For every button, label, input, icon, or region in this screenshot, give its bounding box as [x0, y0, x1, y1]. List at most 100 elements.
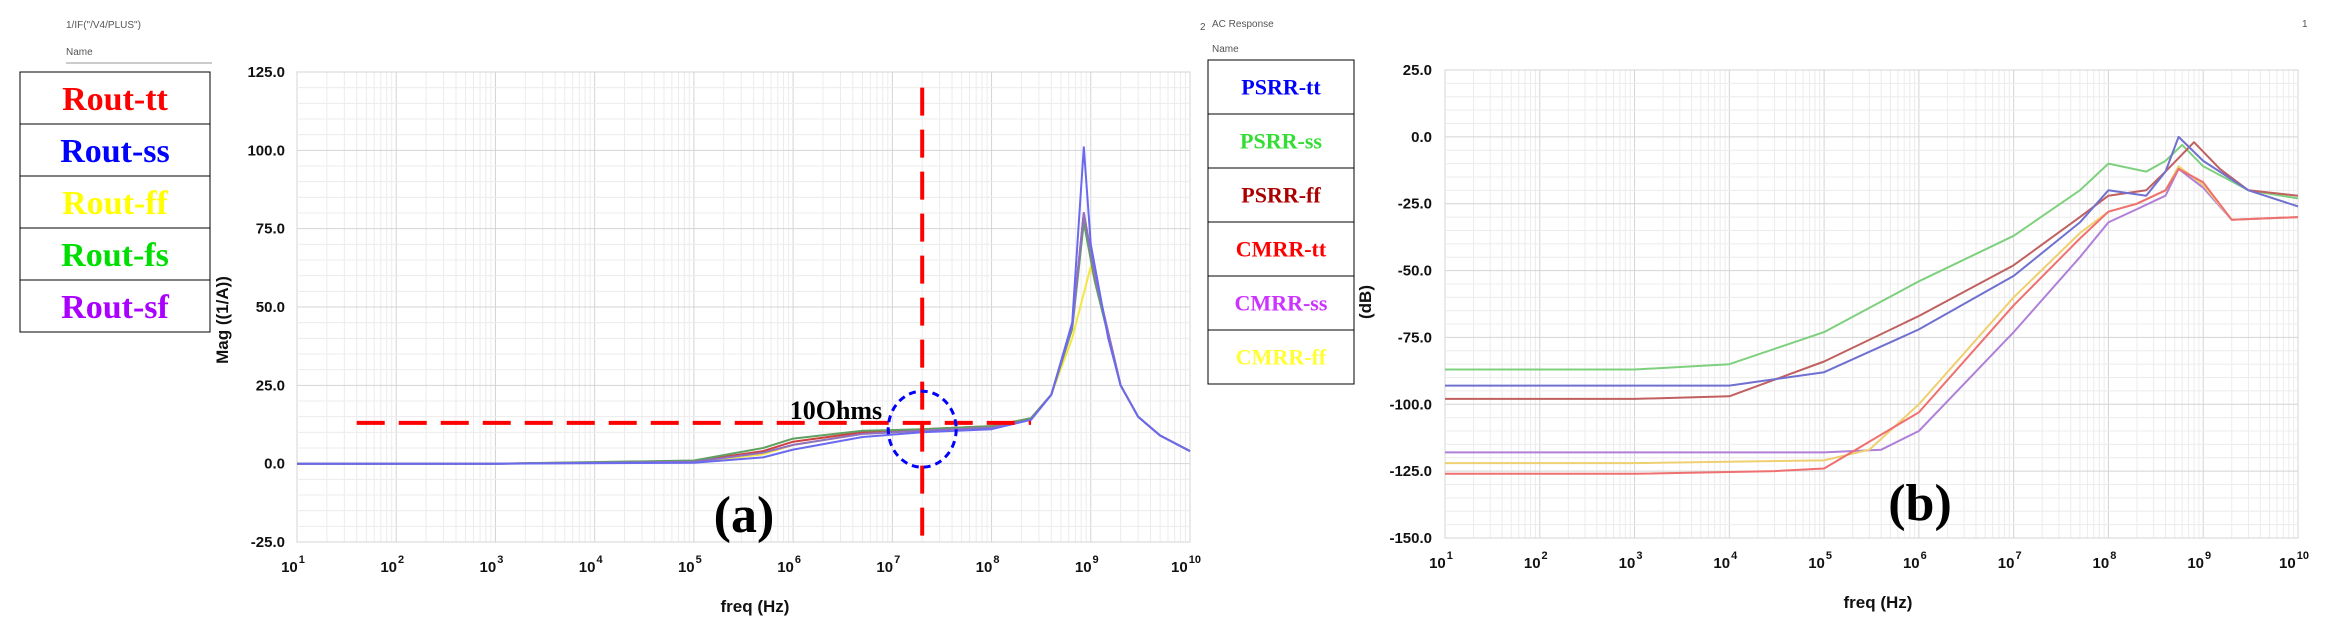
legend-box: [19, 123, 211, 177]
series-line-psrr-ss: [1445, 143, 2299, 371]
x-tick-exponent: 2: [1542, 550, 1548, 562]
legend-box: [19, 279, 211, 333]
y-tick-label: -125.0: [1389, 463, 1432, 480]
legend-label-psrr-tt: PSRR-tt: [1241, 75, 1321, 100]
chart-b-x-ticks: 101 102 103 104 105 106 107 108 109 1010: [1429, 550, 2309, 572]
x-tick-label: 105: [1808, 550, 1832, 572]
x-tick-exponent: 2: [398, 554, 404, 566]
chart-b-legend: PSRR-tt PSRR-ss PSRR-ff CMRR-tt CMRR-ss CMRR-…: [1207, 59, 1355, 385]
y-tick-label: 0.0: [1411, 129, 1432, 146]
chart-b-x-axis-label: freq (Hz): [1844, 593, 1913, 612]
chart-b-panel-label: (b): [1888, 475, 1952, 532]
chart-a-annotations: 10Ohms: [356, 87, 1032, 542]
legend-box: [19, 175, 211, 229]
chart-a-x-ticks: 101 102 103 104 105 106 107 108 109 1010: [281, 554, 1201, 576]
x-tick-label: 102: [1524, 550, 1548, 572]
x-tick-exponent: 1: [299, 554, 305, 566]
legend-box: [1207, 113, 1355, 169]
x-tick-label: 103: [1619, 550, 1643, 572]
legend-label-cmrr-ff: CMRR-ff: [1236, 345, 1327, 370]
x-tick-exponent: 8: [2110, 550, 2116, 562]
x-tick-label: 107: [876, 554, 900, 576]
legend-box: [1207, 329, 1355, 385]
chart-b-plot-area: [1444, 69, 2299, 539]
x-tick-exponent: 3: [1636, 550, 1642, 562]
y-tick-label: -50.0: [1398, 263, 1432, 280]
legend-label-cmrr-ss: CMRR-ss: [1235, 291, 1328, 316]
x-tick-label: 106: [1903, 550, 1927, 572]
chart-a-series-group: [297, 146, 1191, 465]
legend-box: [19, 71, 211, 125]
x-tick-label: 101: [281, 554, 305, 576]
legend-box: [1207, 167, 1355, 223]
chart-a-y-ticks: 125.0 100.0 75.0 50.0 25.0 0.0 -25.0: [247, 64, 285, 551]
x-tick-exponent: 4: [596, 554, 603, 566]
x-tick-exponent: 7: [894, 554, 900, 566]
y-tick-label: -150.0: [1389, 530, 1432, 547]
x-tick-exponent: 5: [1826, 550, 1832, 562]
series-line-cmrr-tt: [1445, 167, 2299, 475]
x-tick-label: 103: [480, 554, 504, 576]
chart-b-window-sub: Name: [1212, 44, 1239, 55]
chart-a-x-axis-label: freq (Hz): [721, 597, 790, 616]
y-tick-label: 100.0: [247, 142, 285, 159]
chart-a-panel-label: (a): [714, 487, 775, 544]
series-line-cmrr-ff: [1445, 165, 2299, 465]
x-tick-label: 108: [976, 554, 1000, 576]
series-line-psrr-tt: [1445, 135, 2299, 387]
legend-box: [1207, 275, 1355, 331]
x-tick-label: 104: [579, 554, 604, 576]
legend-box: [1207, 221, 1355, 277]
legend-label-psrr-ss: PSRR-ss: [1240, 129, 1322, 154]
x-tick-exponent: 1: [1447, 550, 1453, 562]
series-line-cmrr-ss: [1445, 167, 2299, 454]
chart-b-y-axis-label: (dB): [1356, 285, 1375, 319]
legend-label-cmrr-tt: CMRR-tt: [1236, 237, 1327, 262]
y-tick-label: 25.0: [256, 377, 285, 394]
x-tick-exponent: 9: [2205, 550, 2211, 562]
y-tick-label: -25.0: [1398, 196, 1432, 213]
legend-label-rout-fs: Rout-fs: [61, 237, 169, 274]
x-tick-label: 1010: [1171, 554, 1201, 576]
x-tick-exponent: 6: [795, 554, 801, 566]
x-tick-label: 104: [1713, 550, 1738, 572]
x-tick-exponent: 3: [497, 554, 503, 566]
chart-a-legend: Rout-tt Rout-ss Rout-ff Rout-fs Rout-sf: [19, 71, 211, 333]
x-tick-exponent: 8: [993, 554, 999, 566]
x-tick-exponent: 9: [1093, 554, 1099, 566]
y-tick-label: -25.0: [251, 534, 285, 551]
x-tick-label: 101: [1429, 550, 1453, 572]
x-tick-label: 109: [2187, 550, 2211, 572]
x-tick-label: 107: [1998, 550, 2022, 572]
x-tick-exponent: 5: [696, 554, 702, 566]
series-line-rout-ss: [297, 146, 1191, 465]
x-tick-label: 108: [2093, 550, 2117, 572]
legend-label-rout-sf: Rout-sf: [61, 289, 169, 326]
x-tick-exponent: 10: [2297, 550, 2309, 562]
y-tick-label: 125.0: [247, 64, 285, 81]
annotation-10ohms: 10Ohms: [790, 396, 882, 425]
y-tick-label: 0.0: [264, 456, 285, 473]
legend-box: [1207, 59, 1355, 115]
y-tick-label: 75.0: [256, 221, 285, 238]
x-tick-exponent: 4: [1731, 550, 1738, 562]
chart-b-window-index: 2: [1200, 22, 1206, 33]
chart-b-grid: [1444, 69, 2299, 539]
highlight-circle: [886, 389, 958, 469]
chart-b-window-right: 1: [2302, 19, 2308, 30]
legend-label-psrr-ff: PSRR-ff: [1241, 183, 1321, 208]
x-tick-label: 105: [678, 554, 702, 576]
legend-label-rout-ss: Rout-ss: [60, 133, 170, 170]
legend-label-rout-ff: Rout-ff: [62, 185, 168, 222]
legend-label-rout-tt: Rout-tt: [62, 81, 168, 118]
y-tick-label: -75.0: [1398, 329, 1432, 346]
x-tick-label: 109: [1075, 554, 1099, 576]
chart-b-window-title: AC Response: [1212, 19, 1274, 30]
y-tick-label: 50.0: [256, 299, 285, 316]
x-tick-exponent: 10: [1189, 554, 1201, 566]
x-tick-label: 106: [777, 554, 801, 576]
chart-a-y-axis-label: Mag ((1/A)): [213, 276, 232, 364]
y-tick-label: -100.0: [1389, 396, 1432, 413]
